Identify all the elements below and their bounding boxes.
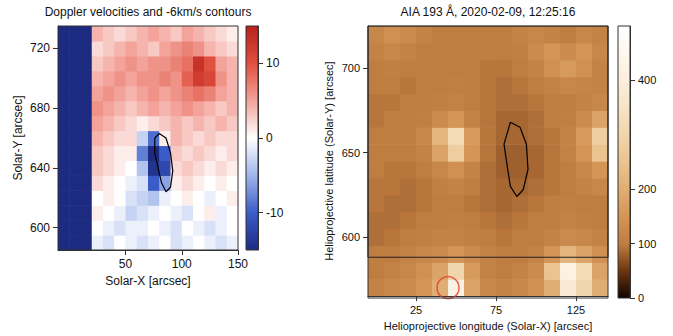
svg-text:400: 400 bbox=[638, 74, 656, 86]
svg-text:650: 650 bbox=[342, 147, 360, 159]
svg-text:150: 150 bbox=[228, 257, 248, 271]
svg-text:75: 75 bbox=[490, 304, 502, 316]
svg-text:50: 50 bbox=[119, 257, 133, 271]
svg-text:10: 10 bbox=[266, 56, 280, 70]
svg-text:125: 125 bbox=[567, 304, 585, 316]
svg-text:Solar-X [arcsec]: Solar-X [arcsec] bbox=[105, 274, 190, 288]
svg-text:700: 700 bbox=[342, 62, 360, 74]
svg-text:200: 200 bbox=[638, 183, 656, 195]
svg-text:Helioprojective latitude (Sola: Helioprojective latitude (Solar-Y) [arcs… bbox=[323, 61, 335, 260]
svg-text:100: 100 bbox=[172, 257, 192, 271]
svg-text:680: 680 bbox=[30, 101, 50, 115]
svg-text:600: 600 bbox=[342, 231, 360, 243]
svg-text:AIA 193 Å, 2020-02-09, 12:25:1: AIA 193 Å, 2020-02-09, 12:25:16 bbox=[401, 4, 576, 19]
svg-text:100: 100 bbox=[638, 238, 656, 250]
svg-text:25: 25 bbox=[410, 304, 422, 316]
svg-text:0: 0 bbox=[638, 292, 644, 304]
svg-text:640: 640 bbox=[30, 161, 50, 175]
svg-text:720: 720 bbox=[30, 41, 50, 55]
svg-text:Solar-Y [arcsec]: Solar-Y [arcsec] bbox=[11, 95, 25, 180]
svg-text:-10: -10 bbox=[266, 206, 284, 220]
svg-text:Doppler velocities and -6km/s: Doppler velocities and -6km/s contours bbox=[45, 5, 252, 19]
svg-text:0: 0 bbox=[266, 131, 273, 145]
svg-text:Helioprojective longitude (Sol: Helioprojective longitude (Solar-X) [arc… bbox=[384, 320, 592, 332]
svg-text:600: 600 bbox=[30, 221, 50, 235]
